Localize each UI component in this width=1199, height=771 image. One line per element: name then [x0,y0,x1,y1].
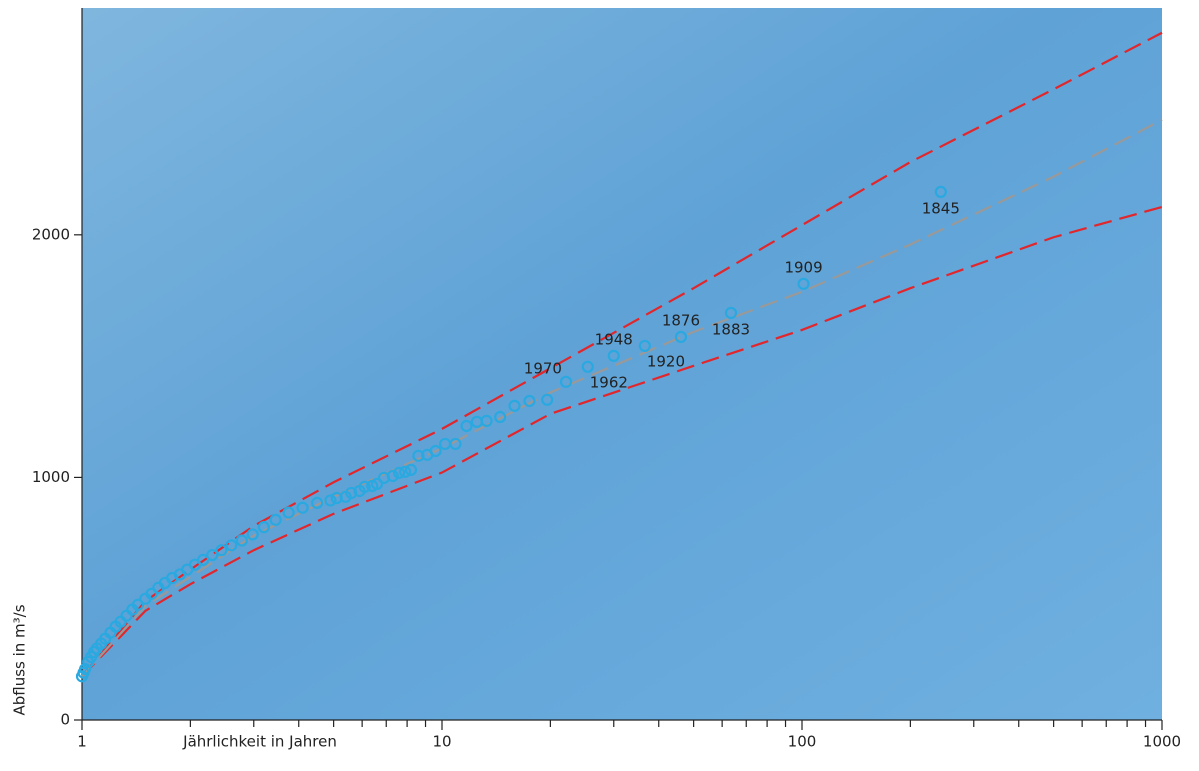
data-point [797,277,810,290]
data-point [399,465,412,478]
x-tick-label: 10 [432,733,451,751]
y-tick-label: 2000 [32,225,70,243]
data-point [404,463,418,476]
data-point [215,544,228,557]
data-point [324,494,337,507]
data-point [246,528,259,541]
x-tick-label: 100 [788,733,817,751]
data-point [724,306,738,320]
data-point [460,419,473,433]
y-tick-label: 1000 [32,468,70,486]
x-tick-label: 1000 [1143,733,1181,751]
data-point [581,360,594,373]
y-tick-label: 0 [60,711,70,729]
data-point [429,444,442,458]
data-point [674,330,688,344]
data-point [370,477,384,491]
data-point [607,349,620,362]
data-point [225,539,238,552]
data-point [269,513,282,526]
data-point [78,662,92,676]
data-point [345,486,358,500]
point-label: 1948 [595,330,633,348]
data-point [145,587,158,600]
point-label: 1876 [662,311,700,329]
data-point [386,469,399,483]
data-point [296,501,309,514]
data-point [392,466,406,479]
point-label: 1962 [590,373,628,391]
y-axis-title: Abfluss in m³/s [11,604,29,715]
data-point [541,393,554,406]
data-point [480,414,493,427]
data-point [559,375,573,388]
point-label: 1845 [922,199,960,217]
x-axis-title: Jährlichkeit in Jahren [182,733,337,751]
plot-background [82,8,1162,720]
data-point [358,480,371,493]
fit-line [81,118,1163,678]
x-tick-label: 1 [77,733,87,751]
data-point [493,410,507,424]
data-point [311,496,324,509]
data-point [638,339,651,353]
fit-line [81,205,1163,678]
data-point [257,521,270,534]
data-point [197,553,210,566]
point-label: 1920 [647,352,685,370]
data-point [508,399,521,412]
fit-line [81,31,1163,678]
data-point [235,534,248,547]
data-point [206,548,219,562]
data-point [523,394,536,408]
point-label: 1970 [524,359,562,377]
point-label: 1883 [712,320,750,338]
point-label: 1909 [784,258,822,276]
data-point [934,185,947,198]
data-point [131,598,145,611]
data-point [282,506,295,519]
data-point [449,437,462,451]
